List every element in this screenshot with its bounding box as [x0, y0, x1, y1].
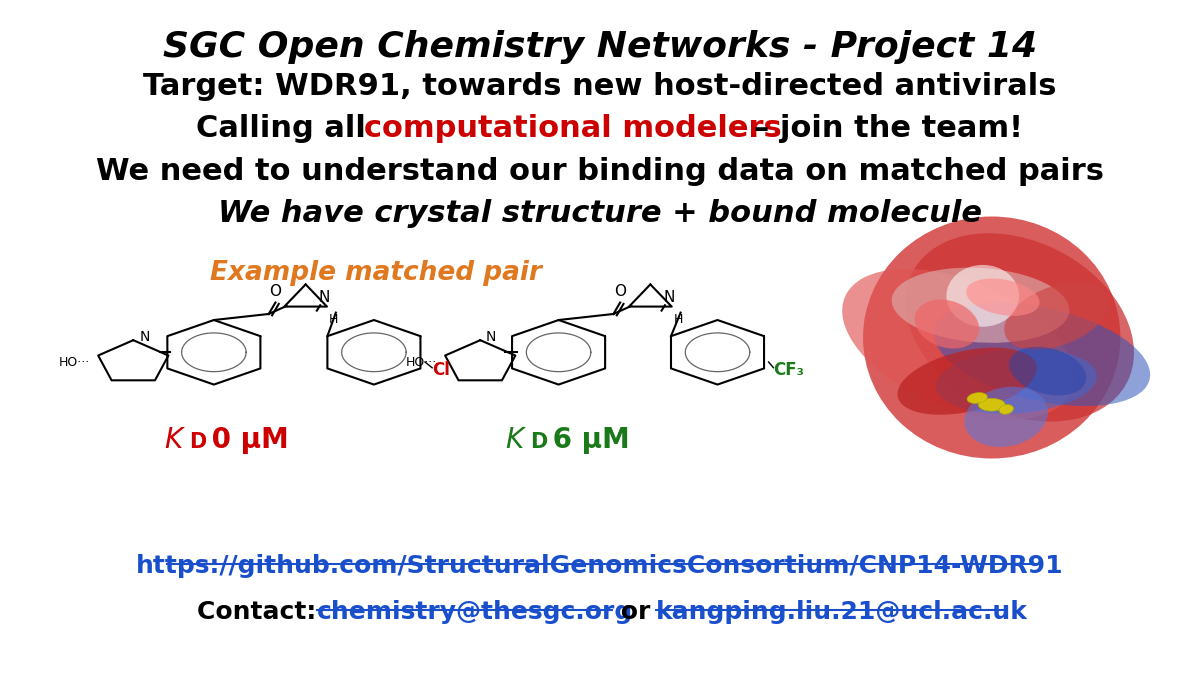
Text: computational modelers: computational modelers [364, 114, 781, 143]
Text: CF₃: CF₃ [774, 360, 804, 379]
Text: 0 μM: 0 μM [202, 426, 288, 454]
Ellipse shape [934, 302, 1150, 406]
Text: O: O [614, 284, 626, 298]
Text: O: O [270, 284, 282, 298]
Ellipse shape [842, 269, 1074, 420]
Text: We have crystal structure + bound molecule: We have crystal structure + bound molecu… [218, 199, 982, 228]
Ellipse shape [967, 393, 988, 404]
Text: https://github.com/StructuralGenomicsConsortium/CNP14-WDR91: https://github.com/StructuralGenomicsCon… [136, 554, 1064, 578]
Text: H: H [329, 313, 338, 325]
Ellipse shape [863, 217, 1121, 458]
Text: chemistry@thesgc.org: chemistry@thesgc.org [317, 599, 634, 624]
Ellipse shape [1000, 404, 1014, 414]
Ellipse shape [965, 387, 1048, 447]
Text: We need to understand our binding data on matched pairs: We need to understand our binding data o… [96, 157, 1104, 186]
Text: – join the team!: – join the team! [754, 114, 1022, 143]
Text: Cl: Cl [432, 360, 450, 379]
Text: or: or [612, 599, 659, 624]
Ellipse shape [914, 300, 979, 348]
Text: $\mathit{K}$: $\mathit{K}$ [505, 426, 527, 454]
Ellipse shape [947, 265, 1019, 327]
Text: D: D [530, 431, 548, 452]
Text: Target: WDR91, towards new host-directed antivirals: Target: WDR91, towards new host-directed… [143, 72, 1057, 101]
Text: 6 μM: 6 μM [542, 426, 630, 454]
Text: Example matched pair: Example matched pair [210, 260, 542, 286]
Text: N: N [319, 290, 330, 305]
Ellipse shape [1009, 347, 1086, 396]
Ellipse shape [892, 268, 1069, 343]
Text: kangping.liu.21@ucl.ac.uk: kangping.liu.21@ucl.ac.uk [655, 599, 1027, 624]
Ellipse shape [906, 234, 1134, 422]
Ellipse shape [966, 279, 1039, 316]
Text: D: D [190, 431, 206, 452]
Text: Calling all: Calling all [196, 114, 376, 143]
Text: HO···: HO··· [406, 356, 437, 369]
Text: H: H [674, 313, 683, 325]
Text: SGC Open Chemistry Networks - Project 14: SGC Open Chemistry Networks - Project 14 [163, 30, 1037, 64]
Ellipse shape [936, 348, 1097, 414]
Text: $\mathit{K}$: $\mathit{K}$ [163, 426, 186, 454]
Ellipse shape [978, 398, 1006, 411]
Ellipse shape [898, 348, 1037, 414]
Text: HO···: HO··· [59, 356, 90, 369]
Text: Contact:: Contact: [198, 599, 325, 624]
Text: N: N [485, 330, 496, 344]
Text: N: N [139, 330, 150, 344]
Text: N: N [664, 290, 676, 305]
Ellipse shape [1004, 282, 1109, 350]
